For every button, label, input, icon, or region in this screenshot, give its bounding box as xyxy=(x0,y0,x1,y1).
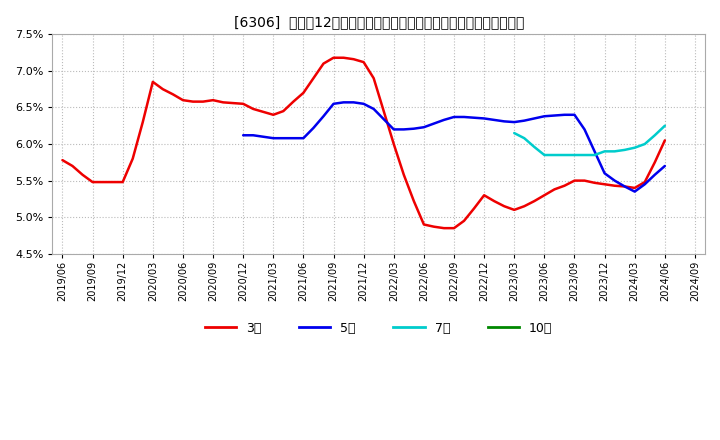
Legend: 3年, 5年, 7年, 10年: 3年, 5年, 7年, 10年 xyxy=(200,317,557,340)
Title: [6306]  売上高12か月移動合計の対前年同期増減率の標準偏差の推移: [6306] 売上高12か月移動合計の対前年同期増減率の標準偏差の推移 xyxy=(233,15,524,29)
